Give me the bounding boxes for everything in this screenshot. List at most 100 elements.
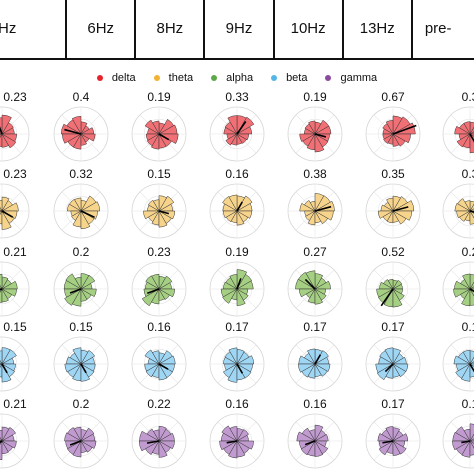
resultant-vector bbox=[236, 363, 244, 374]
rose-wedge bbox=[0, 288, 3, 303]
rose-wedge bbox=[314, 133, 325, 153]
resultant-vector bbox=[0, 126, 3, 135]
rose-wedge bbox=[1, 427, 16, 442]
resultant-vector bbox=[384, 363, 394, 373]
rose-wedge bbox=[60, 123, 82, 135]
rose-wedge bbox=[314, 288, 327, 301]
rose-wedge bbox=[138, 440, 160, 452]
rose-wedge bbox=[80, 274, 96, 290]
legend-label: theta bbox=[168, 72, 194, 84]
rose-wedge bbox=[453, 355, 471, 365]
rose-wedge bbox=[307, 348, 316, 365]
rose-wedge bbox=[151, 288, 160, 305]
rose-wedge bbox=[392, 288, 403, 295]
rose-wedge bbox=[300, 440, 316, 456]
rose-wedge bbox=[314, 288, 327, 295]
rose-wedge bbox=[80, 210, 91, 230]
resultant-vector bbox=[0, 288, 3, 291]
rose-wedge bbox=[392, 195, 401, 212]
header-cell-3: 9Hz bbox=[203, 0, 275, 60]
header-cell-5: 13Hz bbox=[341, 0, 413, 60]
rose-plot-alpha-1: 0.2 bbox=[53, 245, 109, 317]
rose-plot-beta-6: 0.1 bbox=[442, 320, 474, 392]
legend-swatch bbox=[211, 75, 218, 81]
rose-plot-beta-4: 0.17 bbox=[287, 320, 343, 392]
rose-wedge bbox=[469, 440, 474, 444]
r-value-label: 0.1 bbox=[462, 397, 474, 411]
rose-wedge bbox=[469, 288, 474, 306]
rose-wedge bbox=[236, 116, 255, 135]
resultant-vector bbox=[314, 205, 332, 212]
rose-plot-delta-0: 0.23 bbox=[0, 90, 30, 162]
rose-wedge bbox=[158, 210, 168, 228]
rose-wedge bbox=[1, 347, 11, 365]
rose-wedge bbox=[1, 426, 10, 442]
rose-wedge bbox=[385, 363, 394, 379]
r-value-label: 0.16 bbox=[303, 397, 327, 411]
rose-plot-theta-4: 0.38 bbox=[287, 167, 343, 239]
rose-wedge bbox=[225, 133, 238, 146]
rose-plot-theta-1: 0.32 bbox=[53, 167, 109, 239]
r-value-label: 0.23 bbox=[3, 167, 27, 181]
rose-wedge bbox=[1, 133, 17, 149]
rose-wedge bbox=[236, 288, 246, 306]
rose-wedge bbox=[454, 125, 471, 135]
header-cell-6: pre- bbox=[410, 0, 474, 60]
resultant-vector bbox=[69, 440, 82, 446]
resultant-vector bbox=[304, 440, 316, 446]
rose-wedge bbox=[236, 429, 249, 442]
resultant-vector bbox=[469, 210, 474, 213]
rose-wedge bbox=[314, 440, 329, 455]
rose-wedge bbox=[80, 195, 97, 212]
rose-wedge bbox=[469, 423, 474, 442]
rose-wedge bbox=[72, 288, 82, 307]
rose-wedge bbox=[469, 288, 474, 297]
resultant-vector bbox=[69, 288, 82, 294]
rose-wedge bbox=[222, 196, 238, 212]
rose-plot-beta-1: 0.15 bbox=[53, 320, 109, 392]
rose-wedge bbox=[461, 440, 471, 458]
rose-wedge bbox=[0, 209, 3, 212]
rose-wedge bbox=[222, 203, 238, 212]
r-value-label: 0.3 bbox=[462, 167, 474, 181]
r-value-label: 0.17 bbox=[225, 320, 249, 334]
rose-wedge bbox=[223, 127, 238, 135]
rose-wedge bbox=[219, 440, 238, 451]
rose-wedge bbox=[452, 440, 471, 451]
rose-wedge bbox=[145, 275, 160, 290]
header-cell-2: 8Hz bbox=[134, 0, 206, 60]
band-legend: delta theta alpha beta gamma bbox=[0, 70, 474, 86]
rose-wedge bbox=[236, 133, 250, 141]
rose-plot-theta-6: 0.3 bbox=[442, 167, 474, 239]
rose-wedge bbox=[392, 116, 411, 135]
resultant-vector bbox=[392, 206, 409, 212]
rose-wedge bbox=[222, 288, 238, 304]
rose-wedge bbox=[80, 427, 95, 442]
rose-plot-delta-3: 0.33 bbox=[209, 90, 265, 162]
legend-label: beta bbox=[286, 72, 308, 84]
rose-wedge bbox=[145, 363, 160, 378]
r-value-label: 0.67 bbox=[381, 90, 405, 104]
rose-wedge bbox=[392, 440, 407, 455]
rose-plot-gamma-6: 0.1 bbox=[442, 397, 474, 469]
rose-wedge bbox=[0, 440, 3, 461]
rose-wedge bbox=[158, 440, 168, 458]
rose-wedge bbox=[383, 133, 394, 144]
rose-plot-delta-4: 0.19 bbox=[287, 90, 343, 162]
rose-wedge bbox=[314, 350, 329, 365]
rose-wedge bbox=[392, 288, 405, 301]
legend-item-alpha: alpha bbox=[211, 72, 253, 84]
header-cell-1: 6Hz bbox=[65, 0, 137, 60]
rose-wedge bbox=[314, 424, 324, 442]
rose-plot-theta-2: 0.15 bbox=[131, 167, 187, 239]
resultant-vector bbox=[461, 440, 471, 444]
rose-wedge bbox=[392, 196, 408, 212]
rose-plot-alpha-2: 0.23 bbox=[131, 245, 187, 317]
rose-wedge bbox=[64, 363, 82, 373]
rose-plot-alpha-5: 0.52 bbox=[365, 245, 421, 317]
rose-wedge bbox=[386, 210, 394, 224]
resultant-vector bbox=[226, 440, 238, 444]
rose-wedge bbox=[236, 355, 255, 365]
rose-wedge bbox=[227, 363, 238, 383]
